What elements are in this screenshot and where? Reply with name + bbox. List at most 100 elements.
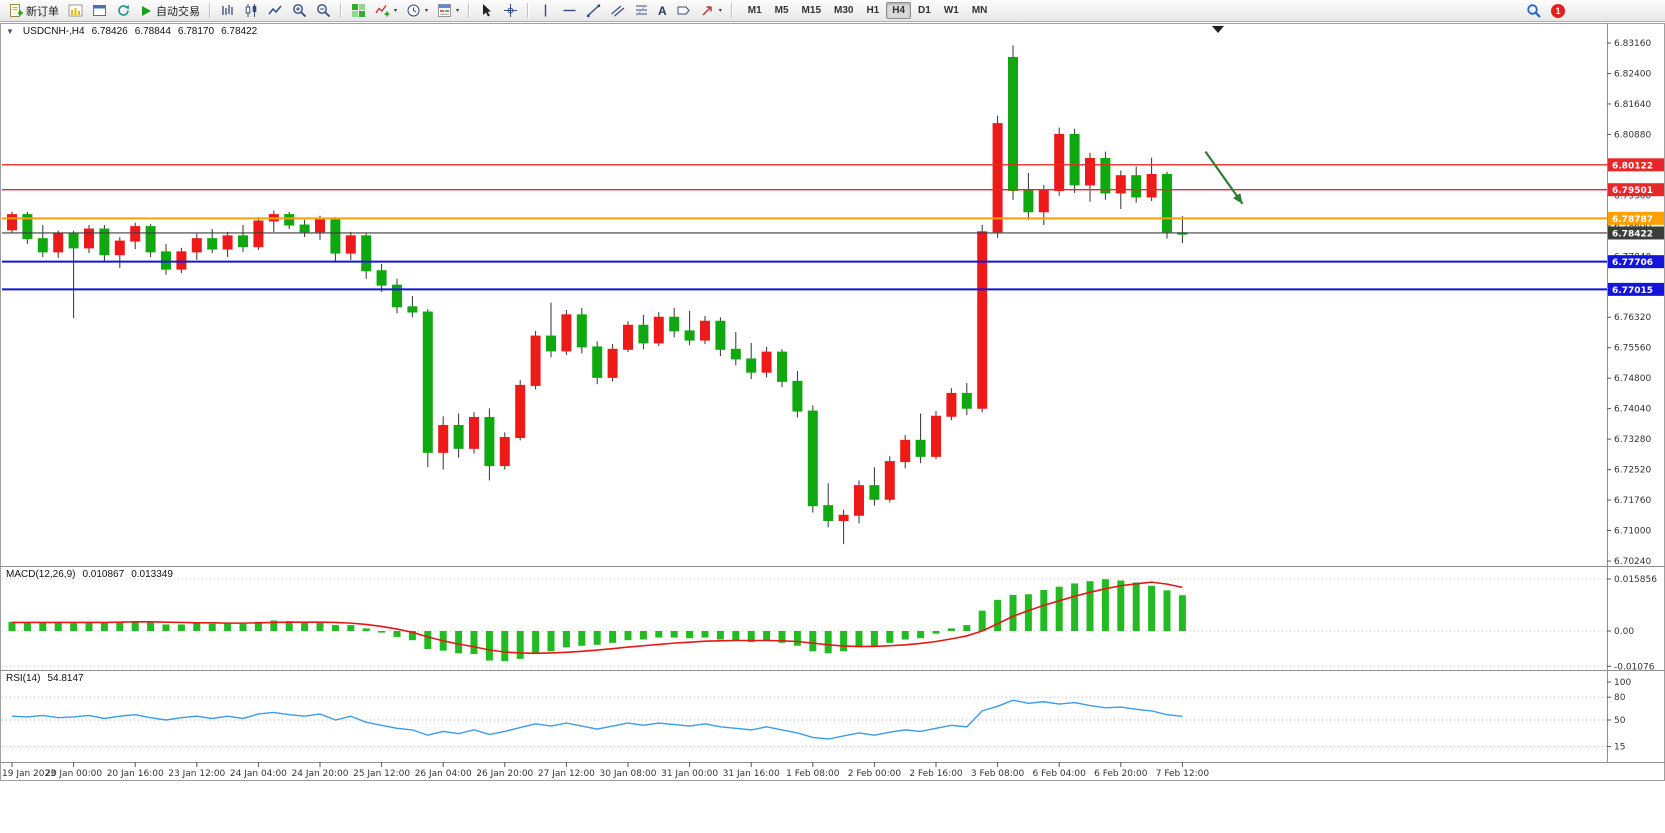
dropdown-chevron-icon: ▾	[718, 7, 722, 14]
notifications-badge[interactable]: 1	[1551, 3, 1565, 18]
svg-text:2 Feb 00:00: 2 Feb 00:00	[848, 769, 902, 779]
svg-text:6 Feb 20:00: 6 Feb 20:00	[1094, 769, 1148, 779]
zoom-in-icon	[293, 4, 307, 18]
search-button[interactable]	[1522, 0, 1546, 22]
svg-text:6.83160: 6.83160	[1614, 39, 1651, 49]
rsi-name: RSI(14)	[6, 673, 41, 684]
chart-canvas[interactable]: 6.831606.824006.816406.808806.801206.793…	[0, 23, 1665, 785]
svg-text:27 Jan 12:00: 27 Jan 12:00	[538, 769, 595, 779]
macd-signal-value: 0.013349	[131, 569, 173, 580]
svg-text:7 Feb 12:00: 7 Feb 12:00	[1156, 769, 1210, 779]
chart-title: ▼ USDCNH-,H4 6.78426 6.78844 6.78170 6.7…	[6, 26, 257, 37]
svg-text:25 Jan 12:00: 25 Jan 12:00	[353, 769, 410, 779]
ohlc-open: 6.78426	[91, 26, 128, 37]
one-click-trading-expander[interactable]: ▼	[6, 27, 14, 36]
svg-text:6.71760: 6.71760	[1614, 496, 1651, 506]
label-tool-button[interactable]	[672, 0, 695, 22]
crosshair-icon	[504, 4, 518, 17]
channel-icon	[611, 5, 625, 17]
trend-arrow[interactable]	[1204, 151, 1244, 205]
timeframe-m1-button[interactable]: M1	[747, 5, 762, 16]
chart-symbol-period: USDCNH-,H4	[22, 26, 85, 37]
auto-trading-label: 自动交易	[156, 5, 200, 18]
svg-text:6.79501: 6.79501	[1612, 186, 1653, 196]
text-tool-icon: A	[658, 3, 667, 18]
toolbar-separator	[527, 3, 530, 18]
timeframe-m30-button[interactable]: M30	[834, 5, 854, 16]
arrows-tool-button[interactable]: ▾	[696, 0, 726, 22]
timeframe-mn-button[interactable]: MN	[971, 5, 988, 16]
auto-trading-button[interactable]: 自动交易	[136, 0, 204, 22]
channel-button[interactable]	[606, 0, 629, 22]
timeframe-w1-button[interactable]: W1	[943, 5, 959, 16]
rsi-indicator-label: RSI(14) 54.8147	[6, 673, 84, 684]
candlestick-chart-button[interactable]	[240, 0, 263, 22]
fibonacci-button[interactable]	[630, 0, 653, 22]
indicators-button[interactable]: ▾	[371, 0, 401, 22]
trendline-button[interactable]	[582, 0, 605, 22]
bar-chart-icon	[222, 5, 233, 15]
chart-shift-marker-icon[interactable]	[1212, 26, 1224, 33]
svg-text:6.80880: 6.80880	[1614, 130, 1651, 140]
svg-text:-0.01076: -0.01076	[1614, 662, 1655, 672]
timeframe-toolbar: M1 M5 M15 M30 H1 H4 D1 W1 MN	[742, 2, 994, 19]
dropdown-chevron-icon: ▾	[394, 7, 398, 14]
timeframe-m5-button[interactable]: M5	[774, 5, 789, 16]
refresh-button[interactable]	[112, 0, 135, 22]
clock-icon	[407, 4, 420, 17]
svg-text:19 Jan 2023: 19 Jan 2023	[2, 769, 56, 779]
svg-text:31 Jan 16:00: 31 Jan 16:00	[723, 769, 780, 779]
svg-text:6.75560: 6.75560	[1614, 344, 1651, 354]
zoom-in-button[interactable]	[288, 0, 311, 22]
timeframe-h4-button[interactable]: H4	[886, 2, 912, 19]
svg-text:30 Jan 08:00: 30 Jan 08:00	[600, 769, 657, 779]
macd-indicator-label: MACD(12,26,9) 0.010867 0.013349	[6, 569, 173, 580]
zoom-out-button[interactable]	[312, 0, 335, 22]
macd-main-value: 0.010867	[82, 569, 125, 580]
horizontal-line-button[interactable]	[558, 0, 581, 22]
chart-window-frame	[0, 23, 1665, 781]
periods-button[interactable]: ▾	[402, 0, 432, 22]
timeframe-h1-button[interactable]: H1	[866, 5, 880, 16]
zoom-out-icon	[317, 4, 331, 18]
new-order-icon	[10, 4, 23, 17]
candlestick-series	[7, 45, 1188, 545]
ohlc-low: 6.78170	[177, 26, 215, 37]
timeframe-d1-button[interactable]: D1	[918, 5, 931, 16]
svg-text:26 Jan 04:00: 26 Jan 04:00	[415, 769, 472, 779]
line-chart-button[interactable]	[264, 0, 287, 22]
svg-text:1 Feb 08:00: 1 Feb 08:00	[786, 769, 840, 779]
templates-button[interactable]: ▾	[433, 0, 463, 22]
svg-text:2 Feb 16:00: 2 Feb 16:00	[909, 769, 963, 779]
crosshair-button[interactable]	[499, 0, 522, 22]
svg-text:6 Feb 04:00: 6 Feb 04:00	[1033, 769, 1087, 779]
cursor-icon	[483, 4, 492, 17]
svg-text:23 Jan 12:00: 23 Jan 12:00	[168, 769, 225, 779]
svg-text:6.74040: 6.74040	[1614, 405, 1651, 415]
svg-text:100: 100	[1614, 678, 1631, 688]
svg-text:15: 15	[1614, 743, 1625, 753]
vertical-line-button[interactable]	[534, 0, 557, 22]
svg-text:6.74800: 6.74800	[1614, 374, 1651, 384]
indicators-icon	[375, 5, 390, 17]
chart-window[interactable]: 6.831606.824006.816406.808806.801206.793…	[0, 23, 1665, 833]
profiles-button[interactable]	[88, 0, 111, 22]
profiles-icon	[93, 5, 106, 16]
toolbar-separator	[468, 3, 471, 18]
svg-text:0.015856: 0.015856	[1614, 575, 1657, 585]
svg-text:0.00: 0.00	[1614, 627, 1634, 637]
bar-chart-button[interactable]	[216, 0, 239, 22]
toolbar-separator	[209, 3, 211, 18]
new-chart-button[interactable]	[64, 0, 87, 22]
svg-text:6.72520: 6.72520	[1614, 466, 1651, 476]
svg-text:6.71000: 6.71000	[1614, 527, 1651, 537]
svg-text:6.77706: 6.77706	[1612, 258, 1653, 268]
new-order-button[interactable]: 新订单	[4, 0, 63, 22]
macd-histogram	[8, 579, 1186, 662]
dropdown-chevron-icon: ▾	[425, 7, 429, 14]
text-tool-button[interactable]: A	[654, 0, 671, 22]
tile-windows-button[interactable]	[347, 0, 370, 22]
timeframe-m15-button[interactable]: M15	[801, 5, 821, 16]
cursor-button[interactable]	[475, 0, 498, 22]
